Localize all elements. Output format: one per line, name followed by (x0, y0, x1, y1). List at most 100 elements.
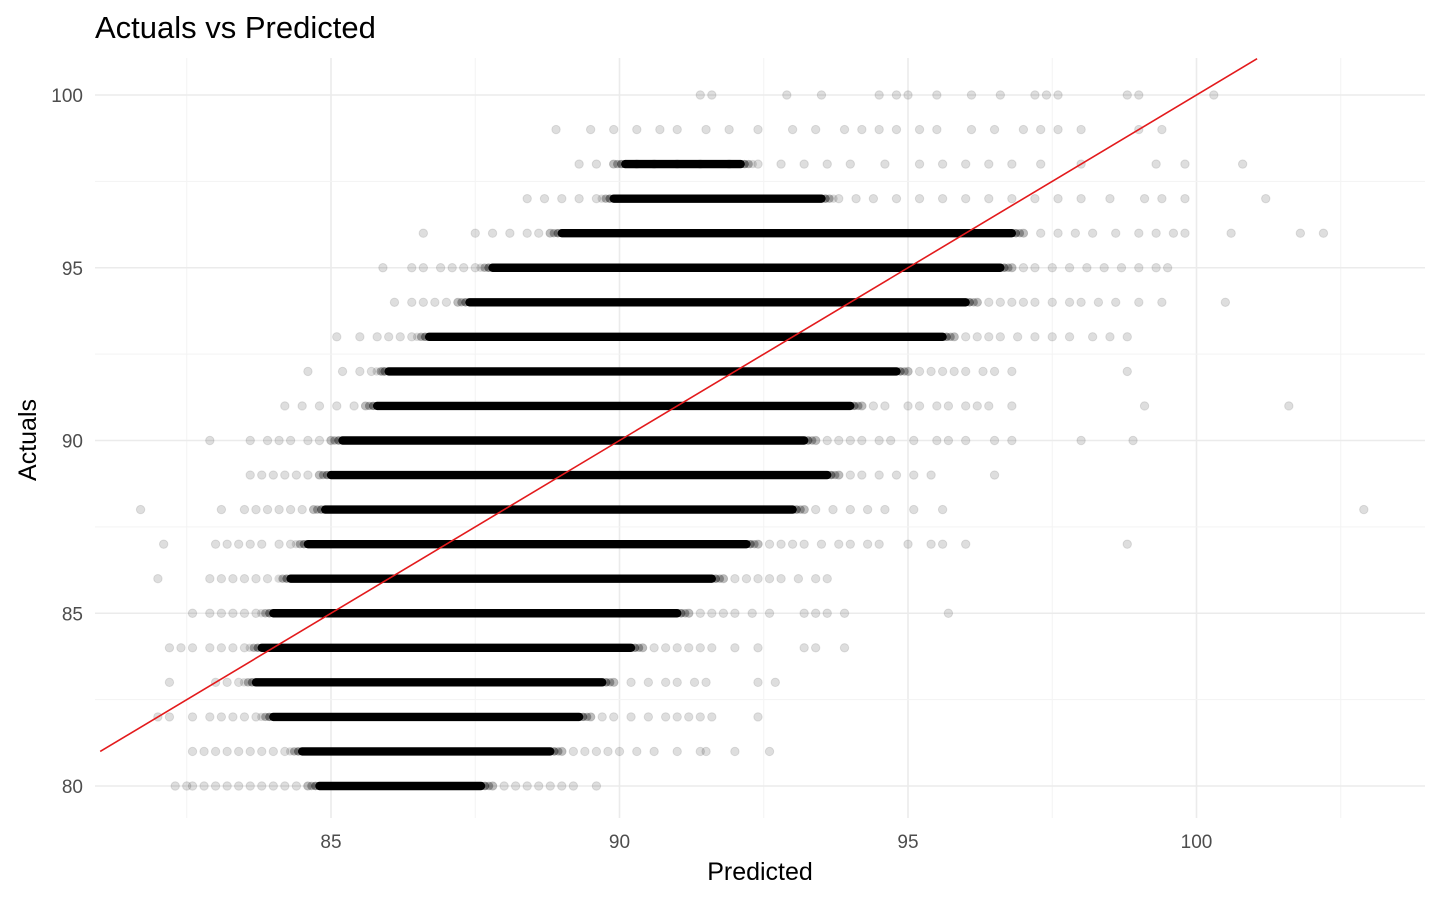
data-point (261, 712, 270, 722)
data-point (314, 470, 324, 480)
data-point (291, 539, 301, 549)
data-point (874, 470, 884, 480)
data-point (262, 435, 273, 446)
data-point (874, 435, 884, 446)
data-point (407, 297, 417, 307)
data-point (586, 712, 596, 722)
data-point (862, 539, 873, 549)
data-point (1237, 159, 1248, 169)
data-point (1007, 297, 1017, 307)
data-point (407, 332, 417, 342)
data-point (903, 90, 913, 100)
data-point (782, 90, 792, 100)
data-point (484, 263, 493, 272)
data-point (153, 574, 163, 584)
data-point (222, 539, 232, 549)
data-point (891, 124, 902, 135)
data-point (1008, 263, 1017, 272)
data-point (522, 228, 532, 238)
data-point (989, 124, 1000, 135)
data-point (632, 159, 642, 169)
data-point (591, 159, 602, 169)
data-point (1030, 332, 1040, 342)
data-point (591, 193, 602, 204)
data-point (355, 366, 365, 377)
data-point (880, 159, 890, 169)
data-point (764, 746, 775, 757)
data-point (926, 470, 936, 480)
data-point (638, 643, 648, 652)
data-point (205, 643, 215, 653)
data-point (453, 297, 463, 307)
data-point (914, 124, 925, 135)
data-point (681, 609, 690, 618)
data-point (834, 193, 844, 204)
data-point (695, 90, 705, 100)
data-point (291, 781, 302, 791)
data-point (1030, 297, 1040, 307)
data-point (978, 366, 988, 377)
data-point (750, 539, 759, 549)
data-point (1018, 228, 1029, 238)
data-point (1036, 159, 1046, 169)
data-point (857, 470, 867, 480)
data-point (609, 159, 618, 169)
data-point (946, 332, 955, 342)
data-point (839, 608, 850, 618)
data-point (972, 401, 982, 411)
data-point (753, 677, 763, 688)
data-point (591, 781, 602, 791)
data-point (222, 677, 232, 688)
data-point (1359, 504, 1369, 515)
data-point (835, 470, 844, 480)
data-point (1036, 124, 1046, 135)
data-point (297, 401, 307, 411)
data-point (1139, 401, 1150, 411)
data-point (247, 678, 257, 687)
data-point (457, 298, 466, 307)
data-point (891, 193, 902, 204)
data-point (776, 159, 786, 169)
data-point (205, 608, 215, 618)
data-point (1007, 401, 1017, 411)
data-point (1087, 228, 1098, 238)
data-point (309, 505, 318, 514)
data-point (268, 781, 278, 791)
data-point (753, 574, 763, 584)
data-point (660, 643, 671, 653)
data-point (216, 643, 227, 653)
data-point (322, 470, 332, 480)
data-point (585, 712, 596, 722)
data-point (1012, 332, 1023, 342)
data-point (187, 643, 198, 653)
data-point (505, 228, 515, 238)
data-point (810, 504, 821, 515)
data-point (557, 746, 567, 757)
data-point (949, 332, 959, 342)
data-point (303, 470, 313, 480)
data-point (684, 643, 694, 653)
data-point (839, 124, 850, 135)
dense-point-band (257, 643, 636, 652)
data-point (1157, 297, 1167, 307)
data-point (470, 263, 480, 273)
data-point (216, 712, 227, 722)
data-point (1030, 263, 1040, 273)
data-point (366, 366, 377, 377)
data-point (617, 159, 626, 169)
data-point (299, 539, 309, 549)
data-point (1007, 435, 1017, 446)
data-point (459, 263, 469, 273)
data-point (672, 643, 682, 653)
data-point (245, 781, 255, 791)
data-point (1087, 332, 1098, 342)
data-point (799, 643, 809, 653)
data-point (810, 574, 821, 584)
data-point (891, 470, 902, 480)
data-point (816, 539, 827, 549)
data-point (1122, 539, 1132, 549)
data-point (909, 504, 919, 515)
data-point (914, 193, 925, 204)
data-point (730, 608, 740, 618)
